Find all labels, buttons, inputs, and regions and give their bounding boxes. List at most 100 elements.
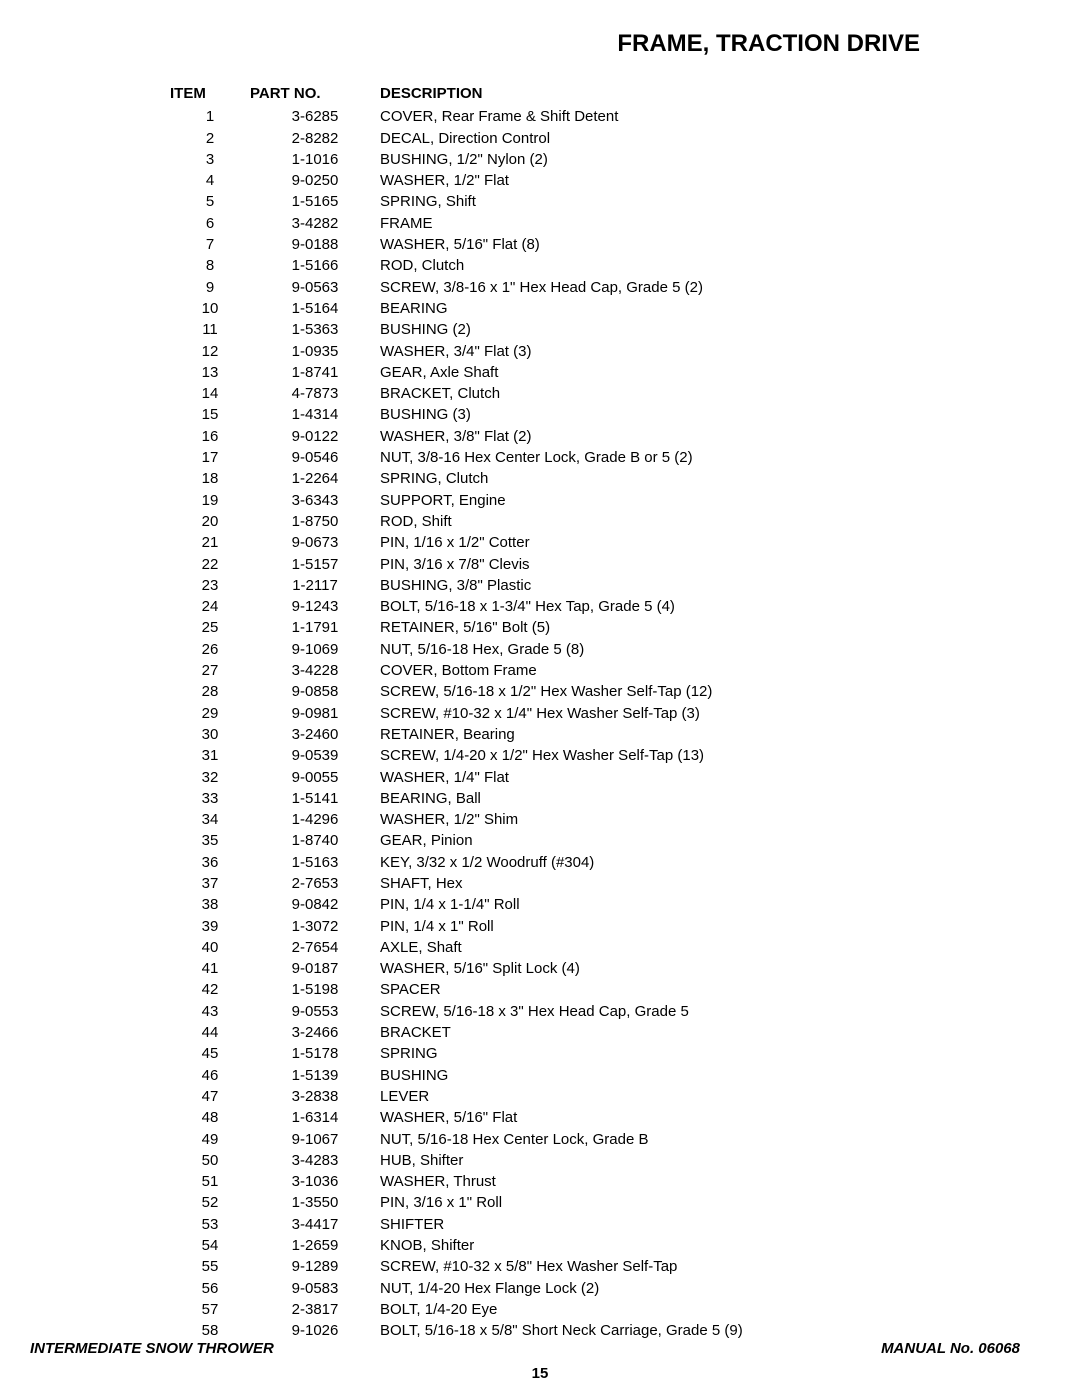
cell-desc: KEY, 3/32 x 1/2 Woodruff (#304) xyxy=(380,852,1020,873)
cell-partno: 9-0546 xyxy=(250,447,380,468)
footer-right: MANUAL No. 06068 xyxy=(881,1340,1020,1357)
cell-item: 24 xyxy=(170,596,250,617)
table-row: 201-8750ROD, Shift xyxy=(170,511,1020,532)
cell-item: 13 xyxy=(170,362,250,383)
table-header: ITEM PART NO. DESCRIPTION xyxy=(170,83,1020,104)
cell-partno: 1-5166 xyxy=(250,255,380,276)
cell-item: 30 xyxy=(170,724,250,745)
table-row: 473-2838LEVER xyxy=(170,1086,1020,1107)
cell-item: 56 xyxy=(170,1278,250,1299)
table-row: 273-4228COVER, Bottom Frame xyxy=(170,660,1020,681)
table-row: 419-0187WASHER, 5/16" Split Lock (4) xyxy=(170,958,1020,979)
table-row: 193-6343SUPPORT, Engine xyxy=(170,490,1020,511)
cell-partno: 9-0673 xyxy=(250,532,380,553)
cell-item: 39 xyxy=(170,916,250,937)
cell-item: 2 xyxy=(170,128,250,149)
cell-item: 50 xyxy=(170,1150,250,1171)
cell-item: 42 xyxy=(170,979,250,1000)
cell-item: 44 xyxy=(170,1022,250,1043)
cell-item: 36 xyxy=(170,852,250,873)
cell-item: 47 xyxy=(170,1086,250,1107)
cell-desc: BUSHING (3) xyxy=(380,404,1020,425)
cell-partno: 1-2117 xyxy=(250,575,380,596)
cell-desc: COVER, Rear Frame & Shift Detent xyxy=(380,106,1020,127)
page-title: FRAME, TRACTION DRIVE xyxy=(60,30,1020,58)
cell-desc: SCREW, 1/4-20 x 1/2" Hex Washer Self-Tap… xyxy=(380,745,1020,766)
table-row: 402-7654AXLE, Shaft xyxy=(170,937,1020,958)
cell-item: 20 xyxy=(170,511,250,532)
cell-desc: BEARING, Ball xyxy=(380,788,1020,809)
cell-item: 26 xyxy=(170,639,250,660)
cell-desc: SPACER xyxy=(380,979,1020,1000)
cell-item: 58 xyxy=(170,1320,250,1341)
cell-desc: BUSHING xyxy=(380,1065,1020,1086)
cell-desc: NUT, 5/16-18 Hex Center Lock, Grade B xyxy=(380,1129,1020,1150)
table-row: 331-5141BEARING, Ball xyxy=(170,788,1020,809)
cell-desc: LEVER xyxy=(380,1086,1020,1107)
table-row: 99-0563SCREW, 3/8-16 x 1" Hex Head Cap, … xyxy=(170,277,1020,298)
table-row: 31-1016BUSHING, 1/2" Nylon (2) xyxy=(170,149,1020,170)
cell-item: 48 xyxy=(170,1107,250,1128)
parts-table: ITEM PART NO. DESCRIPTION 13-6285COVER, … xyxy=(170,83,1020,1342)
cell-desc: PIN, 3/16 x 1" Roll xyxy=(380,1192,1020,1213)
cell-item: 41 xyxy=(170,958,250,979)
cell-desc: BUSHING, 3/8" Plastic xyxy=(380,575,1020,596)
table-row: 513-1036WASHER, Thrust xyxy=(170,1171,1020,1192)
cell-item: 55 xyxy=(170,1256,250,1277)
cell-item: 18 xyxy=(170,468,250,489)
cell-desc: HUB, Shifter xyxy=(380,1150,1020,1171)
table-row: 169-0122WASHER, 3/8" Flat (2) xyxy=(170,426,1020,447)
footer-left: INTERMEDIATE SNOW THROWER xyxy=(30,1340,274,1357)
cell-item: 6 xyxy=(170,213,250,234)
cell-item: 32 xyxy=(170,767,250,788)
cell-item: 25 xyxy=(170,617,250,638)
cell-partno: 9-0539 xyxy=(250,745,380,766)
cell-partno: 1-2264 xyxy=(250,468,380,489)
cell-partno: 1-5363 xyxy=(250,319,380,340)
cell-partno: 1-0935 xyxy=(250,341,380,362)
cell-partno: 1-3072 xyxy=(250,916,380,937)
cell-partno: 1-5139 xyxy=(250,1065,380,1086)
cell-partno: 1-5141 xyxy=(250,788,380,809)
cell-desc: BUSHING, 1/2" Nylon (2) xyxy=(380,149,1020,170)
table-row: 49-0250WASHER, 1/2" Flat xyxy=(170,170,1020,191)
table-row: 541-2659KNOB, Shifter xyxy=(170,1235,1020,1256)
table-row: 361-5163KEY, 3/32 x 1/2 Woodruff (#304) xyxy=(170,852,1020,873)
table-row: 559-1289SCREW, #10-32 x 5/8" Hex Washer … xyxy=(170,1256,1020,1277)
cell-desc: KNOB, Shifter xyxy=(380,1235,1020,1256)
cell-desc: BOLT, 5/16-18 x 5/8" Short Neck Carriage… xyxy=(380,1320,1020,1341)
table-row: 179-0546NUT, 3/8-16 Hex Center Lock, Gra… xyxy=(170,447,1020,468)
cell-partno: 1-5163 xyxy=(250,852,380,873)
cell-desc: BOLT, 1/4-20 Eye xyxy=(380,1299,1020,1320)
cell-item: 43 xyxy=(170,1001,250,1022)
cell-desc: BEARING xyxy=(380,298,1020,319)
cell-partno: 3-4283 xyxy=(250,1150,380,1171)
cell-desc: WASHER, 1/2" Shim xyxy=(380,809,1020,830)
cell-desc: BOLT, 5/16-18 x 1-3/4" Hex Tap, Grade 5 … xyxy=(380,596,1020,617)
cell-desc: WASHER, 1/2" Flat xyxy=(380,170,1020,191)
cell-desc: WASHER, 5/16" Flat xyxy=(380,1107,1020,1128)
cell-desc: SPRING xyxy=(380,1043,1020,1064)
cell-item: 19 xyxy=(170,490,250,511)
cell-desc: SCREW, 5/16-18 x 1/2" Hex Washer Self-Ta… xyxy=(380,681,1020,702)
table-row: 81-5166ROD, Clutch xyxy=(170,255,1020,276)
table-row: 351-8740GEAR, Pinion xyxy=(170,830,1020,851)
table-row: 13-6285COVER, Rear Frame & Shift Detent xyxy=(170,106,1020,127)
cell-partno: 3-2460 xyxy=(250,724,380,745)
table-row: 131-8741GEAR, Axle Shaft xyxy=(170,362,1020,383)
cell-partno: 3-4228 xyxy=(250,660,380,681)
cell-item: 51 xyxy=(170,1171,250,1192)
table-row: 144-7873BRACKET, Clutch xyxy=(170,383,1020,404)
table-row: 421-5198SPACER xyxy=(170,979,1020,1000)
cell-desc: SPRING, Clutch xyxy=(380,468,1020,489)
cell-desc: WASHER, Thrust xyxy=(380,1171,1020,1192)
cell-item: 21 xyxy=(170,532,250,553)
table-row: 63-4282FRAME xyxy=(170,213,1020,234)
table-row: 51-5165SPRING, Shift xyxy=(170,191,1020,212)
table-row: 499-1067NUT, 5/16-18 Hex Center Lock, Gr… xyxy=(170,1129,1020,1150)
cell-item: 8 xyxy=(170,255,250,276)
table-row: 219-0673PIN, 1/16 x 1/2" Cotter xyxy=(170,532,1020,553)
cell-item: 14 xyxy=(170,383,250,404)
cell-item: 46 xyxy=(170,1065,250,1086)
cell-desc: PIN, 1/4 x 1-1/4" Roll xyxy=(380,894,1020,915)
